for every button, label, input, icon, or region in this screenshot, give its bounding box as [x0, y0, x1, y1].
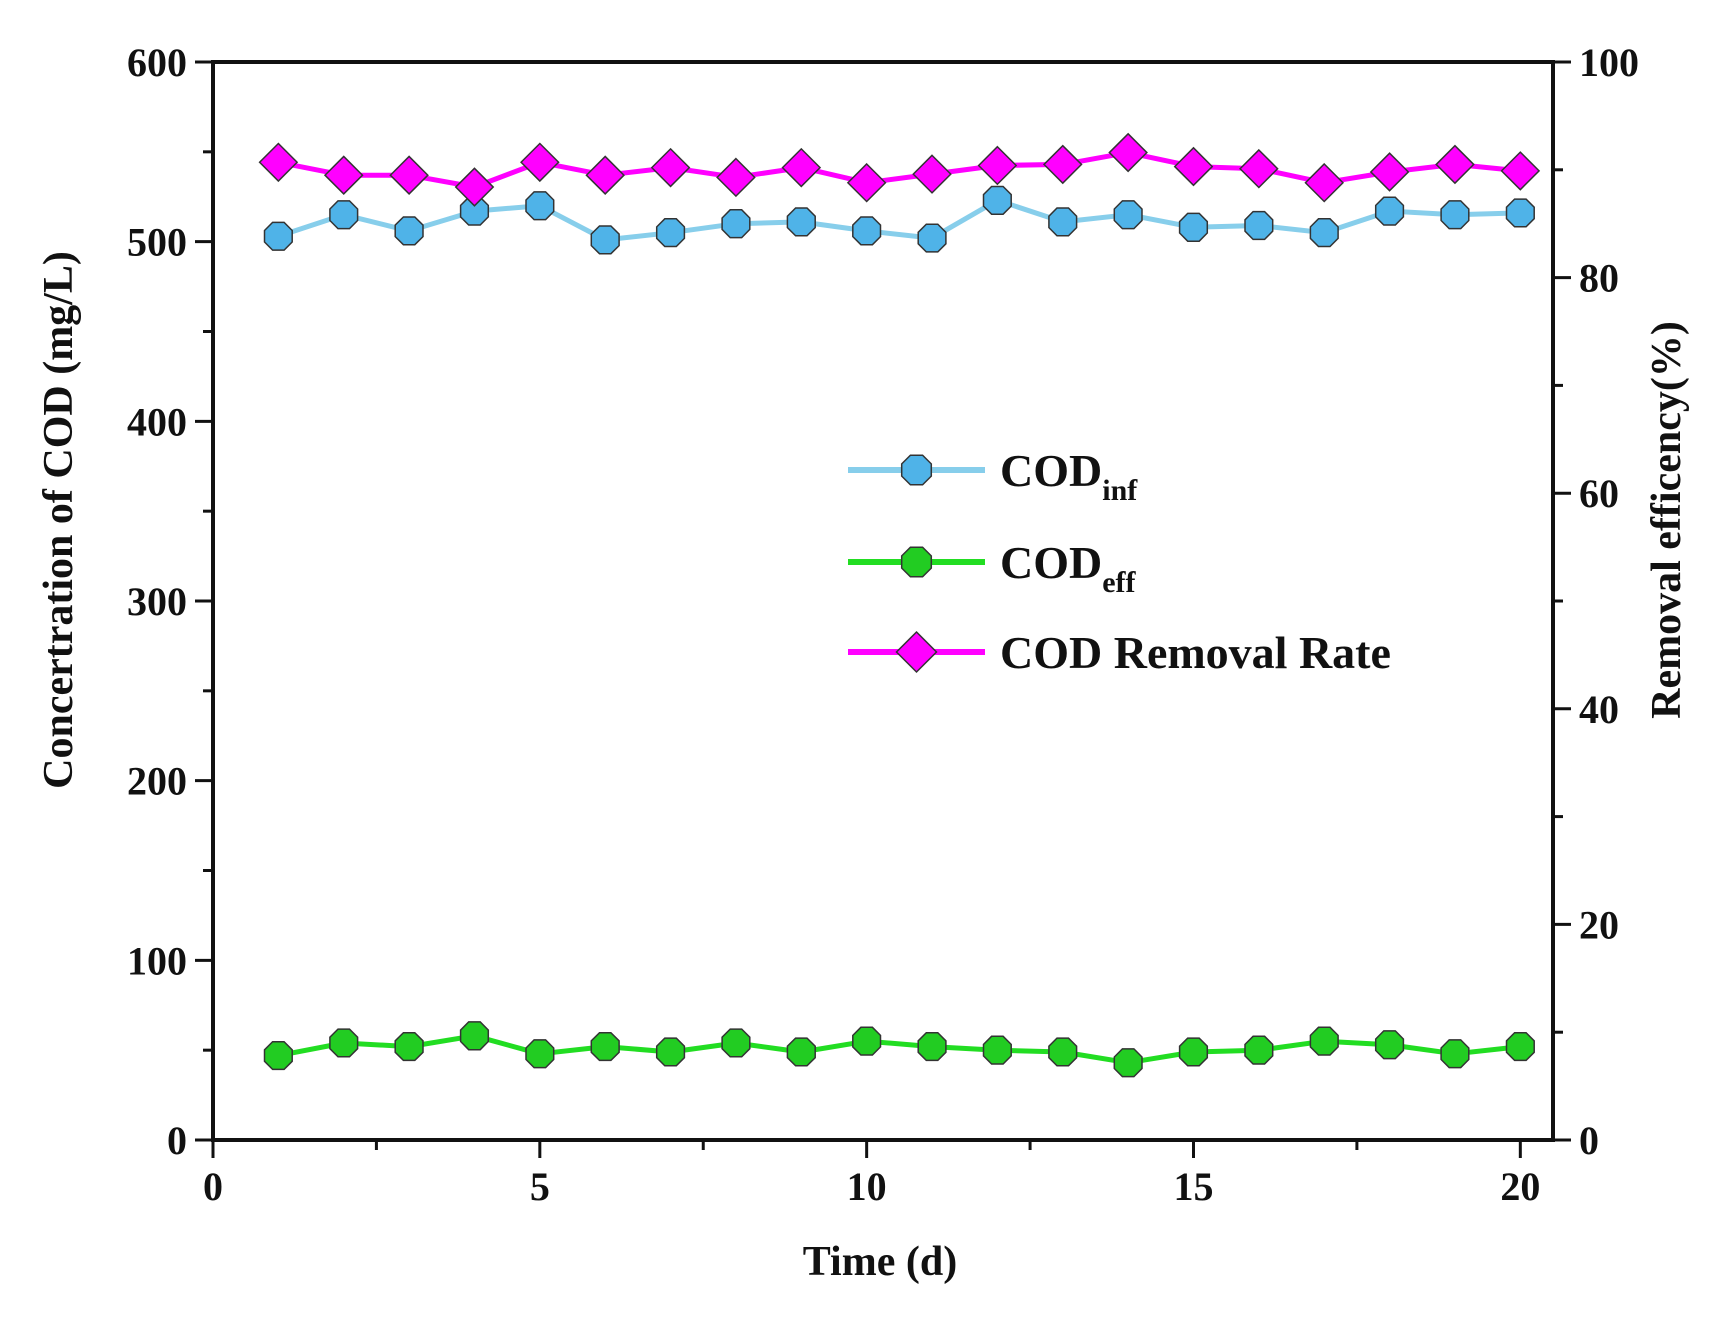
legend-marker [900, 546, 933, 578]
data-point [1309, 218, 1339, 248]
legend-label: CODinf [1000, 445, 1138, 507]
data-point [263, 1040, 293, 1071]
series-cod-eff [263, 1021, 1535, 1078]
x-tick-label: 0 [203, 1164, 223, 1209]
data-point [520, 142, 560, 183]
data-point [329, 1028, 359, 1058]
data-point [781, 147, 822, 188]
legend: CODinf CODeff COD Removal Rate [848, 445, 1391, 678]
data-point [459, 196, 490, 226]
data-point [1309, 1026, 1339, 1056]
data-point [1108, 132, 1148, 173]
data-point [1374, 1030, 1405, 1060]
legend-label: CODeff [1000, 537, 1137, 599]
data-point [1048, 1037, 1078, 1067]
data-point [454, 167, 495, 207]
data-point [1239, 148, 1279, 189]
data-point [590, 1031, 620, 1062]
legend-item: CODinf [848, 445, 1138, 507]
data-point [1505, 198, 1535, 228]
x-tick-label: 10 [847, 1164, 887, 1209]
y-tick-label: 400 [127, 399, 187, 444]
legend-marker [900, 454, 933, 486]
data-point [650, 147, 691, 188]
y2-tick-label: 100 [1579, 40, 1639, 85]
data-point [459, 1021, 490, 1051]
data-point [917, 223, 947, 253]
series-layer [258, 132, 1541, 1078]
data-point [786, 1037, 816, 1067]
data-point [846, 162, 887, 203]
legend-item: COD Removal Rate [848, 627, 1391, 678]
x-axis-title: Time (d) [803, 1239, 957, 1285]
data-point [655, 218, 686, 248]
data-point [394, 216, 424, 246]
y-tick-label: 0 [167, 1118, 187, 1163]
x-tick-label: 20 [1500, 1164, 1540, 1209]
y2-tick-label: 80 [1579, 256, 1619, 301]
x-axis: 0 5 10 15 20 [203, 1140, 1540, 1209]
x-tick-label: 5 [530, 1164, 550, 1209]
data-point [1440, 1039, 1470, 1069]
data-point [1173, 146, 1214, 187]
data-point [258, 142, 299, 183]
data-point [786, 207, 816, 237]
data-point [982, 185, 1012, 215]
data-point [852, 216, 882, 246]
data-point [1374, 196, 1405, 226]
data-point [1369, 152, 1410, 192]
data-point [590, 225, 620, 255]
data-point [1113, 1048, 1143, 1078]
y-axis-right-title: Removal efficency(%) [1644, 321, 1690, 719]
y-tick-label: 200 [127, 759, 187, 804]
y2-tick-label: 40 [1579, 687, 1619, 732]
data-point [716, 157, 756, 198]
data-point [1244, 210, 1274, 241]
data-point [1113, 200, 1143, 230]
y2-tick-label: 20 [1579, 902, 1619, 947]
data-point [1048, 207, 1078, 237]
data-point [329, 200, 359, 230]
y2-tick-label: 60 [1579, 471, 1619, 516]
data-point [912, 154, 952, 194]
data-point [1505, 1031, 1535, 1062]
data-point [1178, 1037, 1209, 1067]
data-point [525, 1039, 555, 1069]
data-point [982, 1035, 1012, 1065]
data-point [721, 209, 751, 239]
data-point [263, 221, 293, 251]
y-tick-label: 500 [127, 220, 187, 265]
data-point [394, 1031, 424, 1062]
data-point [1435, 144, 1475, 185]
x-tick-label: 15 [1173, 1164, 1213, 1209]
data-point [852, 1026, 882, 1056]
legend-label: COD Removal Rate [1000, 627, 1391, 678]
y-axis-right: 0 20 40 60 80 100 [1553, 40, 1639, 1163]
legend-marker [895, 630, 938, 674]
y-axis-left: 0 100 200 300 400 500 600 [127, 40, 213, 1163]
data-point [977, 145, 1018, 186]
data-point [1042, 144, 1083, 185]
y2-tick-label: 0 [1579, 1118, 1599, 1163]
data-point [1244, 1035, 1274, 1065]
data-point [655, 1037, 686, 1067]
y-tick-label: 100 [127, 938, 187, 983]
y-tick-label: 300 [127, 579, 187, 624]
data-point [721, 1028, 751, 1058]
data-point [525, 191, 555, 221]
series-cod-inf [263, 185, 1535, 255]
data-point [1500, 151, 1541, 191]
data-point [323, 155, 364, 196]
series-cod-removal-rate [258, 132, 1541, 207]
data-point [917, 1031, 947, 1062]
y-tick-label: 600 [127, 40, 187, 85]
data-point [389, 155, 429, 196]
data-point [1178, 212, 1209, 242]
y-axis-left-title: Concertration of COD (mg/L) [36, 251, 82, 789]
data-point [585, 155, 626, 196]
data-point [1440, 200, 1470, 230]
legend-item: CODeff [848, 537, 1137, 599]
data-point [1304, 162, 1345, 203]
